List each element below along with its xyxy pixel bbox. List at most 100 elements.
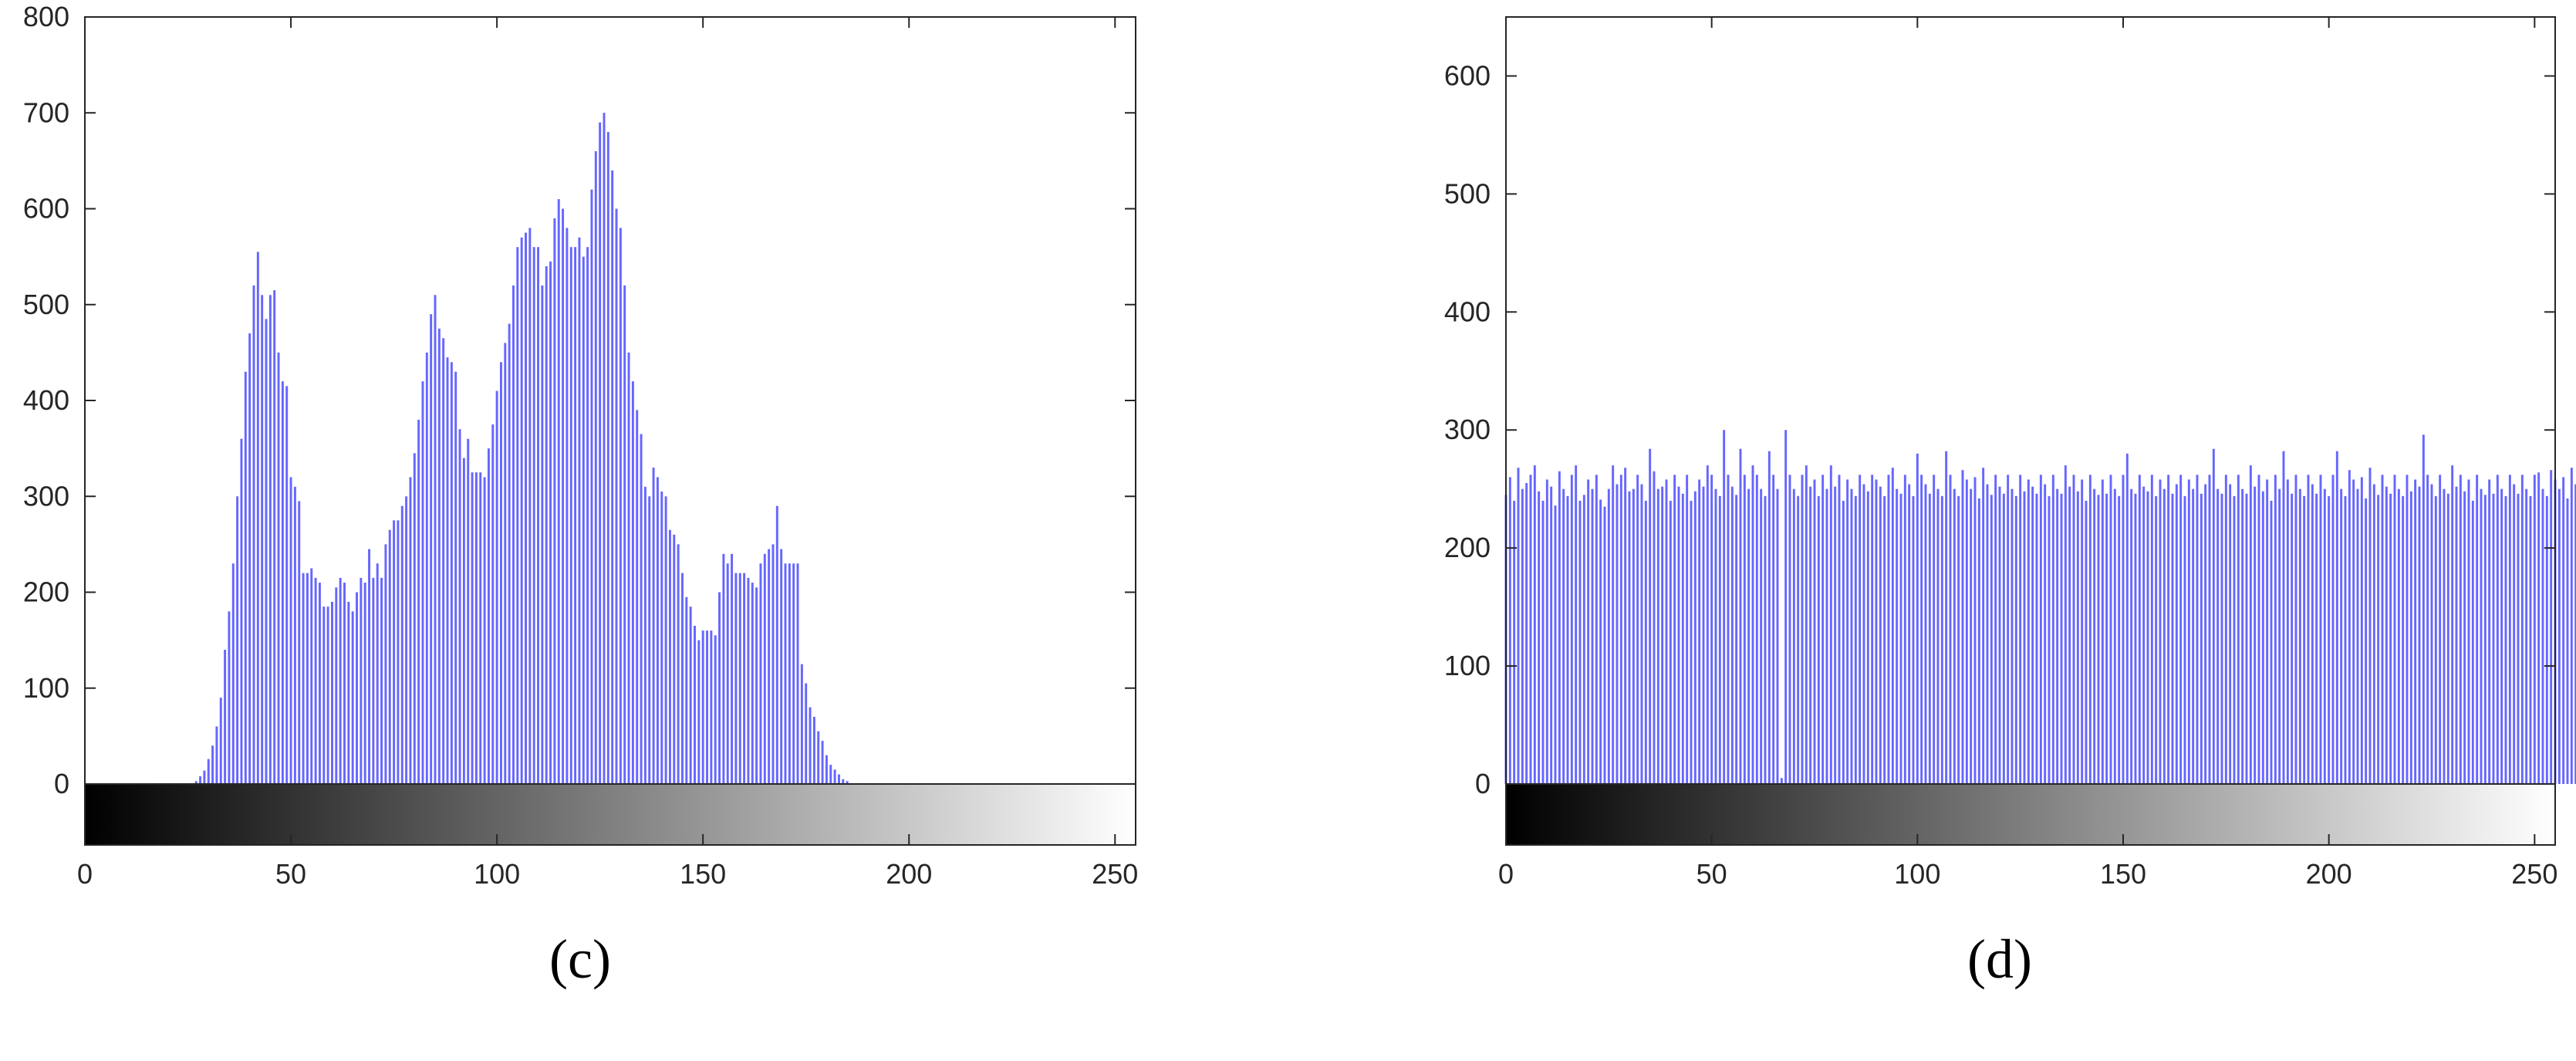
histogram-bar bbox=[846, 781, 849, 784]
histogram-bar bbox=[722, 553, 725, 784]
histogram-bar bbox=[2056, 488, 2059, 784]
histogram-bar bbox=[1562, 488, 1565, 784]
histogram-bar bbox=[1739, 448, 1742, 784]
histogram-bar bbox=[1862, 484, 1865, 784]
histogram-bar bbox=[1859, 475, 1862, 784]
histogram-bar bbox=[2014, 495, 2017, 784]
histogram-bar bbox=[1656, 488, 1659, 784]
histogram-bar bbox=[2048, 495, 2051, 784]
grayscale-bar bbox=[85, 784, 1136, 845]
histogram-bar bbox=[775, 505, 778, 784]
histogram-bar bbox=[1624, 468, 1627, 784]
histogram-bar bbox=[380, 577, 383, 784]
histogram-bar bbox=[1578, 500, 1582, 784]
histogram-bar bbox=[784, 563, 787, 784]
histogram-bar bbox=[796, 563, 799, 784]
histogram-bar bbox=[1764, 495, 1767, 784]
histogram-bar bbox=[425, 352, 428, 785]
histogram-bar bbox=[1615, 484, 1619, 784]
histogram-bar bbox=[199, 776, 202, 784]
histogram-bar bbox=[2118, 495, 2121, 784]
histogram-bar bbox=[643, 486, 647, 784]
histogram-bar bbox=[1945, 451, 1948, 784]
histogram-bar bbox=[219, 698, 222, 784]
histogram-bar bbox=[2389, 493, 2392, 784]
histogram-bar bbox=[2237, 475, 2240, 784]
y-tick-label: 800 bbox=[23, 1, 69, 32]
histogram-panel-c: 0 100 200 300 400 500 600 700 800 0 50 100 150 200 250 bbox=[23, 1, 1138, 890]
histogram-bar bbox=[842, 779, 845, 784]
histogram-bar bbox=[627, 352, 630, 785]
histogram-bar bbox=[800, 664, 803, 784]
histogram-bar bbox=[1751, 465, 1754, 784]
histogram-bar bbox=[1924, 484, 1927, 784]
histogram-bar bbox=[1558, 471, 1561, 784]
x-tick-label: 0 bbox=[1498, 858, 1514, 890]
histogram-bar bbox=[393, 520, 396, 784]
histogram-bar bbox=[837, 774, 840, 784]
histogram-bar bbox=[566, 228, 569, 785]
histogram-bar bbox=[631, 381, 634, 784]
histogram-bar bbox=[833, 769, 836, 784]
histogram-bar bbox=[528, 228, 532, 785]
histogram-bar bbox=[623, 285, 626, 784]
histogram-bar bbox=[619, 228, 622, 785]
histogram-bar bbox=[1587, 479, 1590, 784]
y-tick-label: 300 bbox=[23, 480, 69, 512]
histogram-bar bbox=[1747, 488, 1751, 784]
histogram-bar bbox=[1970, 488, 1973, 784]
histogram-bar bbox=[2097, 495, 2100, 784]
histogram-bar bbox=[376, 563, 379, 784]
histogram-bar bbox=[2261, 491, 2264, 784]
x-tick-label: 250 bbox=[1092, 858, 1138, 890]
histogram-bar bbox=[2257, 475, 2260, 784]
histogram-bar bbox=[1973, 477, 1977, 784]
y-tick-label: 0 bbox=[54, 768, 69, 799]
histogram-bar bbox=[2093, 488, 2096, 784]
histogram-bar bbox=[1649, 448, 1652, 784]
histogram-bar bbox=[805, 683, 808, 784]
histogram-bar bbox=[2566, 498, 2569, 784]
histogram-bar bbox=[368, 549, 371, 784]
histogram-bar bbox=[2496, 475, 2499, 784]
histogram-bar bbox=[2109, 475, 2112, 784]
histogram-bar bbox=[339, 577, 342, 784]
x-tick-label: 150 bbox=[680, 858, 726, 890]
histogram-bar bbox=[405, 496, 408, 784]
histogram-bar bbox=[636, 410, 639, 784]
histogram-bar bbox=[714, 635, 717, 784]
histogram-bar bbox=[314, 577, 317, 784]
histogram-bar bbox=[2254, 486, 2257, 784]
histogram-bar bbox=[1702, 486, 1705, 784]
histogram-bar bbox=[310, 568, 313, 784]
histogram-bar bbox=[743, 573, 746, 784]
histogram-bar bbox=[1866, 491, 1869, 784]
histogram-bar bbox=[1575, 465, 1578, 784]
histogram-bar bbox=[1879, 486, 1882, 784]
histogram-bar bbox=[2402, 495, 2405, 784]
histogram-bar bbox=[458, 429, 461, 784]
histogram-bar bbox=[400, 505, 403, 784]
x-tick-label: 250 bbox=[2511, 858, 2557, 890]
histogram-bar bbox=[1714, 488, 1717, 784]
histogram-bar bbox=[586, 247, 589, 784]
histogram-bar bbox=[2307, 475, 2310, 784]
histogram-bar bbox=[442, 338, 445, 784]
histogram-bar bbox=[771, 544, 775, 785]
histogram-bar bbox=[285, 386, 289, 784]
histogram-bar bbox=[1887, 475, 1890, 784]
histogram-bar bbox=[1644, 500, 1647, 784]
histogram-bar bbox=[1541, 500, 1545, 784]
histogram-bar bbox=[1772, 475, 1775, 784]
histogram-bar bbox=[685, 596, 688, 784]
histogram-bar bbox=[1636, 475, 1639, 784]
histogram-bar bbox=[1591, 488, 1594, 784]
histogram-bar bbox=[553, 218, 556, 784]
histogram-bar bbox=[2335, 451, 2338, 784]
histogram-bar bbox=[2446, 493, 2449, 784]
y-tick-label: 700 bbox=[23, 96, 69, 128]
histogram-bar bbox=[2504, 495, 2507, 784]
histogram-bar bbox=[215, 726, 218, 784]
histogram-bar bbox=[409, 477, 412, 784]
histogram-bar bbox=[2541, 488, 2544, 784]
